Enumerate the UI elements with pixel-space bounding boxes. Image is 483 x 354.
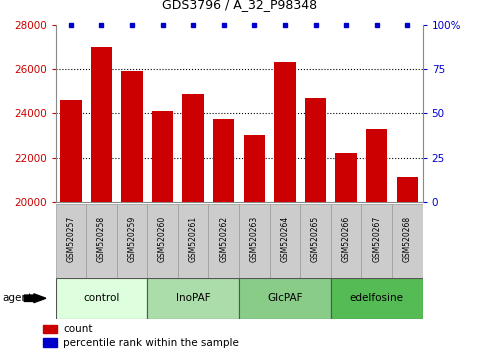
Bar (117, 204, 147, 278)
Bar (331, 204, 361, 278)
Bar (86, 204, 117, 278)
Bar (152, 111, 173, 202)
Text: GSM520260: GSM520260 (158, 216, 167, 262)
Text: GSM520265: GSM520265 (311, 216, 320, 262)
Text: percentile rank within the sample: percentile rank within the sample (63, 338, 239, 348)
Bar (244, 136, 265, 202)
Text: count: count (63, 324, 93, 334)
Text: edelfosine: edelfosine (350, 293, 404, 303)
Bar (43, 325, 57, 333)
Bar (60, 100, 82, 202)
Text: GDS3796 / A_32_P98348: GDS3796 / A_32_P98348 (161, 0, 317, 11)
Text: InoPAF: InoPAF (176, 293, 211, 303)
Text: GSM520257: GSM520257 (66, 216, 75, 262)
Text: GSM520258: GSM520258 (97, 216, 106, 262)
Text: GSM520264: GSM520264 (281, 216, 289, 262)
Bar (56, 278, 147, 319)
Text: GlcPAF: GlcPAF (267, 293, 303, 303)
Text: GSM520259: GSM520259 (128, 216, 137, 262)
Text: GSM520266: GSM520266 (341, 216, 351, 262)
Bar (239, 278, 331, 319)
Bar (209, 204, 239, 278)
Bar (300, 204, 331, 278)
Bar (56, 204, 86, 278)
Bar (213, 119, 235, 202)
Text: GSM520267: GSM520267 (372, 216, 381, 262)
Text: GSM520268: GSM520268 (403, 216, 412, 262)
Text: GSM520263: GSM520263 (250, 216, 259, 262)
Bar (366, 129, 387, 202)
Bar (239, 204, 270, 278)
Bar (397, 177, 418, 202)
Bar (305, 98, 327, 202)
Bar (335, 153, 357, 202)
Text: control: control (83, 293, 120, 303)
Text: GSM520262: GSM520262 (219, 216, 228, 262)
Bar (274, 62, 296, 202)
Bar (361, 204, 392, 278)
Bar (147, 204, 178, 278)
Bar (392, 204, 423, 278)
Bar (178, 204, 209, 278)
Bar (147, 278, 239, 319)
Bar (331, 278, 423, 319)
Bar (183, 95, 204, 202)
Text: GSM520261: GSM520261 (189, 216, 198, 262)
Text: agent: agent (2, 293, 32, 303)
Bar (270, 204, 300, 278)
Bar (43, 338, 57, 347)
Bar (91, 47, 112, 202)
Bar (121, 71, 143, 202)
